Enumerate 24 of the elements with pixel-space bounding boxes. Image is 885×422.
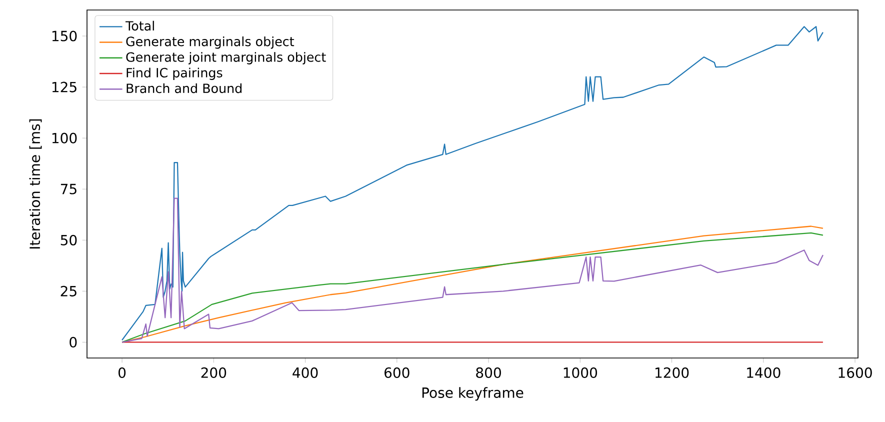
- x-tick-label: 1600: [838, 367, 872, 378]
- x-tick-label: 600: [384, 367, 410, 378]
- x-tick-label: 1000: [564, 367, 598, 378]
- x-tick-label: 800: [476, 367, 501, 378]
- y-tick-label: 75: [60, 184, 76, 194]
- x-tick-label: 0: [118, 367, 126, 378]
- legend-label: Find IC pairings: [126, 68, 222, 80]
- x-tick-label: 1400: [747, 367, 780, 378]
- x-tick-label: 400: [292, 367, 318, 378]
- y-tick-label: 50: [60, 234, 77, 246]
- legend-label: Total: [125, 20, 154, 31]
- legend-label: Branch and Bound: [126, 83, 242, 94]
- legend-label: Generate marginals object: [126, 36, 294, 49]
- x-tick-label: 1200: [656, 367, 689, 378]
- y-tick-label: 125: [52, 82, 76, 92]
- legend-label: Generate joint marginals object: [126, 52, 326, 64]
- y-tick-label: 150: [52, 30, 77, 42]
- y-tick-label: 100: [52, 132, 77, 144]
- x-axis-title: Pose keyframe: [422, 387, 524, 401]
- x-tick-label: 200: [201, 367, 226, 378]
- line-series: [121, 198, 824, 343]
- y-axis-title: Iteration time [ms]: [29, 119, 42, 249]
- y-tick-label: 25: [60, 286, 76, 296]
- y-tick-label: 0: [70, 336, 77, 348]
